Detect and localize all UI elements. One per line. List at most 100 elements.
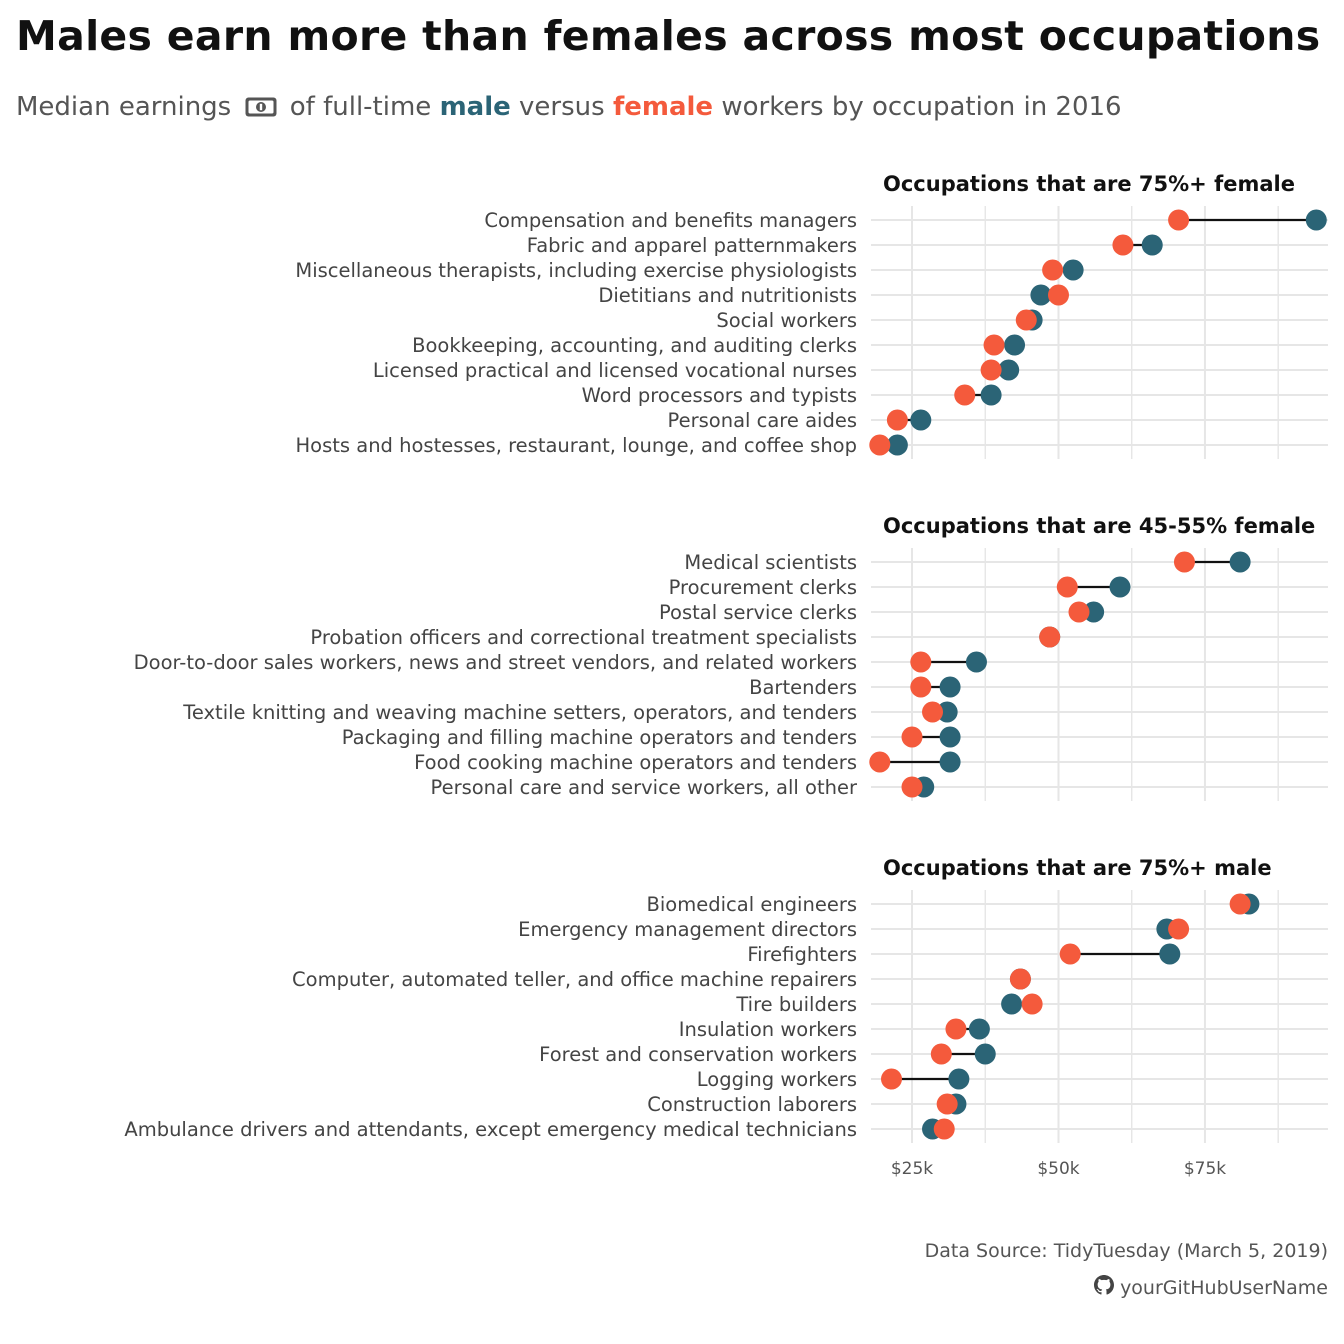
male-point xyxy=(1062,259,1084,281)
female-point xyxy=(1059,943,1081,965)
occupation-label: Hosts and hostesses, restaurant, lounge,… xyxy=(295,434,857,457)
male-point xyxy=(974,1043,996,1065)
subtitle-suffix: workers by occupation in 2016 xyxy=(721,92,1122,122)
female-point xyxy=(1173,551,1195,573)
female-point xyxy=(910,676,932,698)
male-point xyxy=(939,676,961,698)
female-point xyxy=(1015,309,1037,331)
dumbbell-chart: Occupations that are 75%+ female Compensa… xyxy=(124,172,1328,1179)
female-point xyxy=(1112,234,1134,256)
female-point xyxy=(1056,576,1078,598)
occupation-label: Biomedical engineers xyxy=(647,893,857,916)
male-point xyxy=(939,751,961,773)
occupation-label: Fabric and apparel patternmakers xyxy=(527,234,857,257)
male-point xyxy=(980,384,1002,406)
male-point xyxy=(939,726,961,748)
occupation-label: Compensation and benefits managers xyxy=(484,209,857,232)
data-source-caption: Data Source: TidyTuesday (March 5, 2019) xyxy=(924,1240,1328,1262)
male-point xyxy=(1141,234,1163,256)
occupation-label: Food cooking machine operators and tende… xyxy=(414,751,857,774)
female-point xyxy=(1229,893,1251,915)
male-point xyxy=(1030,284,1052,306)
female-point xyxy=(886,409,908,431)
female-point xyxy=(983,334,1005,356)
facet-title: Occupations that are 75%+ female xyxy=(883,172,1295,196)
money-icon xyxy=(244,95,278,125)
male-point xyxy=(1305,209,1327,231)
facet-title: Occupations that are 45-55% female xyxy=(883,514,1315,538)
occupation-label: Licensed practical and licensed vocation… xyxy=(373,359,857,382)
occupation-label: Door-to-door sales workers, news and str… xyxy=(134,651,857,674)
male-point xyxy=(1229,551,1251,573)
male-point xyxy=(968,1018,990,1040)
github-handle-caption: yourGitHubUserName xyxy=(1094,1275,1328,1300)
occupation-label: Computer, automated teller, and office m… xyxy=(292,968,857,991)
occupation-label: Postal service clerks xyxy=(659,601,857,624)
female-point xyxy=(980,359,1002,381)
occupation-label: Tire builders xyxy=(735,993,857,1016)
male-point xyxy=(998,359,1020,381)
occupation-label: Social workers xyxy=(716,309,857,332)
female-point xyxy=(881,1068,903,1090)
occupation-label: Firefighters xyxy=(747,943,857,966)
male-point xyxy=(1004,334,1026,356)
male-point xyxy=(1083,601,1105,623)
occupation-label: Logging workers xyxy=(697,1068,857,1091)
female-point xyxy=(869,434,891,456)
male-point xyxy=(965,651,987,673)
occupation-label: Bookkeeping, accounting, and auditing cl… xyxy=(412,334,857,357)
female-point xyxy=(930,1043,952,1065)
female-point xyxy=(1021,993,1043,1015)
female-point xyxy=(1039,626,1061,648)
github-icon xyxy=(1094,1275,1115,1300)
occupation-label: Procurement clerks xyxy=(669,576,857,599)
female-point xyxy=(1068,601,1090,623)
chart-title: Males earn more than females across most… xyxy=(16,12,1321,60)
occupation-label: Packaging and filling machine operators … xyxy=(342,726,857,749)
female-point xyxy=(954,384,976,406)
occupation-label: Textile knitting and weaving machine set… xyxy=(182,701,857,724)
subtitle-middle-1: of full-time xyxy=(289,92,432,122)
subtitle-male-word: male xyxy=(439,92,511,122)
occupation-label: Personal care and service workers, all o… xyxy=(431,776,858,799)
facet-title: Occupations that are 75%+ male xyxy=(883,856,1272,880)
female-point xyxy=(1168,209,1190,231)
male-point xyxy=(886,434,908,456)
occupation-label: Personal care aides xyxy=(668,409,857,432)
subtitle-middle-2: versus xyxy=(519,92,605,122)
occupation-label: Bartenders xyxy=(749,676,857,699)
female-point xyxy=(922,701,944,723)
occupation-label: Insulation workers xyxy=(679,1018,857,1041)
occupation-label: Miscellaneous therapists, including exer… xyxy=(295,259,857,282)
male-point xyxy=(1001,993,1023,1015)
occupation-label: Medical scientists xyxy=(684,551,857,574)
occupation-label: Emergency management directors xyxy=(518,918,857,941)
male-point xyxy=(910,409,932,431)
male-point xyxy=(1109,576,1131,598)
occupation-label: Construction laborers xyxy=(647,1093,857,1116)
female-point xyxy=(901,776,923,798)
female-point xyxy=(1047,284,1069,306)
x-tick-label: $25k xyxy=(891,1159,933,1179)
male-point xyxy=(936,701,958,723)
female-point xyxy=(869,751,891,773)
chart-subtitle: Median earnings of full-time male versus… xyxy=(16,92,1122,125)
female-point xyxy=(901,726,923,748)
occupation-label: Dietitians and nutritionists xyxy=(598,284,857,307)
subtitle-female-word: female xyxy=(612,92,714,122)
occupation-label: Ambulance drivers and attendants, except… xyxy=(124,1118,857,1141)
male-point xyxy=(1159,943,1181,965)
female-point xyxy=(933,1118,955,1140)
github-handle: yourGitHubUserName xyxy=(1120,1276,1328,1299)
male-point xyxy=(948,1068,970,1090)
x-tick-label: $50k xyxy=(1037,1159,1079,1179)
occupation-label: Probation officers and correctional trea… xyxy=(310,626,857,649)
occupation-label: Forest and conservation workers xyxy=(539,1043,857,1066)
female-point xyxy=(1168,918,1190,940)
subtitle-prefix: Median earnings xyxy=(16,92,232,122)
x-tick-label: $75k xyxy=(1184,1159,1226,1179)
female-point xyxy=(1009,968,1031,990)
female-point xyxy=(936,1093,958,1115)
female-point xyxy=(945,1018,967,1040)
female-point xyxy=(910,651,932,673)
